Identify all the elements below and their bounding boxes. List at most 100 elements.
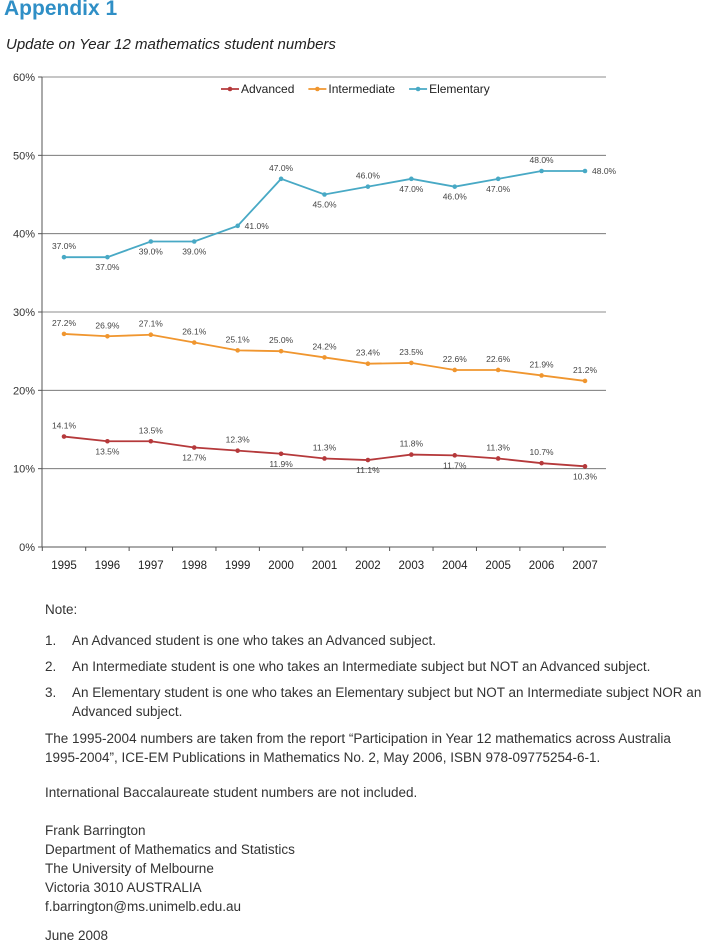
- data-label: 22.6%: [486, 354, 511, 364]
- data-label: 47.0%: [269, 163, 294, 173]
- data-point: [235, 348, 240, 353]
- x-tick-label: 2005: [485, 560, 511, 572]
- data-label: 48.0%: [592, 166, 617, 176]
- document-date: June 2008: [45, 928, 109, 943]
- data-point: [278, 348, 284, 354]
- data-point: [452, 367, 458, 373]
- x-tick-label: 1999: [225, 560, 251, 572]
- data-label: 45.0%: [312, 200, 337, 210]
- legend-marker: [227, 86, 233, 92]
- x-tick-label: 2001: [312, 560, 338, 572]
- data-label: 11.8%: [400, 439, 424, 449]
- legend-label: Advanced: [241, 82, 294, 96]
- data-label: 23.5%: [399, 347, 424, 357]
- data-label: 10.3%: [573, 471, 598, 481]
- data-label: 39.0%: [139, 247, 164, 257]
- signature-block: Frank Barrington Department of Mathemati…: [45, 821, 705, 945]
- line-chart: 0% 10% 20% 30% 40% 50% 60% 1995 1996 1997 1998 1999…: [13, 72, 617, 572]
- notes-list: 1. An Advanced student is one who takes a…: [45, 631, 705, 721]
- x-tick-label: 1995: [51, 560, 77, 572]
- data-label: 11.7%: [443, 460, 467, 470]
- data-point: [495, 367, 501, 373]
- x-tick-label: 2003: [399, 560, 425, 572]
- legend-marker: [415, 86, 421, 92]
- chart-subtitle: Update on Year 12 mathematics student nu…: [6, 36, 336, 53]
- data-point: [191, 239, 197, 244]
- legend-label: Elementary: [429, 82, 490, 96]
- data-label: 27.1%: [139, 319, 164, 329]
- data-point: [61, 254, 67, 260]
- author-name: Frank Barrington: [45, 823, 146, 838]
- legend-marker: [315, 86, 320, 92]
- data-point: [495, 456, 501, 461]
- y-tick-label: 60%: [13, 72, 35, 84]
- note-number: 2.: [45, 659, 57, 674]
- data-point: [539, 168, 544, 174]
- data-point: [148, 332, 154, 338]
- author-department: Department of Mathematics and Statistics: [45, 842, 295, 857]
- data-point: [495, 176, 501, 182]
- note-text: An Advanced student is one who takes an …: [72, 633, 436, 648]
- data-label: 11.9%: [269, 459, 293, 469]
- data-label: 26.9%: [95, 320, 120, 330]
- data-label: 10.7%: [530, 447, 555, 457]
- data-label: 12.7%: [182, 453, 207, 463]
- data-point: [582, 464, 588, 469]
- data-point: [105, 438, 110, 444]
- note-item: 1. An Advanced student is one who takes a…: [45, 631, 705, 650]
- note-item: 3. An Elementary student is one who takes…: [45, 683, 705, 721]
- x-tick-label: 2002: [355, 560, 381, 572]
- data-point: [409, 176, 414, 182]
- y-tick-label: 40%: [13, 229, 35, 241]
- data-label: 14.1%: [52, 421, 77, 431]
- data-label: 46.0%: [356, 171, 381, 181]
- data-label: 26.1%: [182, 327, 207, 337]
- data-point: [235, 223, 240, 229]
- x-tick-label: 1996: [95, 560, 121, 572]
- data-label: 48.0%: [530, 155, 555, 165]
- note-text: An Intermediate student is one who takes…: [72, 659, 651, 674]
- author-location: Victoria 3010 AUSTRALIA: [45, 880, 202, 895]
- data-label: 22.6%: [443, 354, 468, 364]
- data-point: [278, 451, 284, 457]
- x-tick-label: 2004: [442, 560, 468, 572]
- note-item: 2. An Intermediate student is one who tak…: [45, 657, 705, 676]
- data-point: [322, 192, 327, 197]
- x-tick-label: 2007: [572, 560, 598, 572]
- x-tick-label: 2000: [268, 560, 294, 572]
- x-tick-label: 1998: [181, 560, 207, 572]
- note-text: An Elementary student is one who takes a…: [72, 685, 702, 719]
- data-label: 37.0%: [95, 262, 120, 272]
- data-point: [582, 168, 588, 174]
- note-number: 1.: [45, 633, 57, 648]
- data-label: 11.3%: [486, 442, 510, 452]
- data-label: 41.0%: [245, 221, 270, 231]
- data-point: [365, 361, 371, 367]
- data-label: 46.0%: [443, 192, 468, 202]
- data-label: 47.0%: [486, 184, 511, 194]
- data-point: [148, 239, 154, 244]
- data-point: [148, 438, 154, 444]
- author-university: The University of Melbourne: [45, 861, 214, 876]
- y-tick-label: 50%: [13, 150, 35, 162]
- data-point: [61, 434, 67, 439]
- data-point: [322, 355, 327, 360]
- data-label: 24.2%: [312, 341, 337, 351]
- data-point: [452, 453, 458, 458]
- notes-section: Note: 1. An Advanced student is one who t…: [45, 600, 705, 945]
- source-note: The 1995-2004 numbers are taken from the…: [45, 731, 671, 765]
- data-point: [61, 331, 67, 337]
- data-point: [539, 373, 544, 378]
- data-point: [191, 445, 197, 450]
- y-tick-label: 0%: [19, 542, 35, 554]
- x-tick-label: 2006: [529, 560, 555, 572]
- data-label: 27.2%: [52, 318, 77, 328]
- data-point: [452, 184, 458, 189]
- data-label: 13.5%: [139, 425, 164, 435]
- author-email[interactable]: f.barrington@ms.unimelb.edu.au: [45, 899, 242, 914]
- data-label: 13.5%: [95, 446, 120, 456]
- data-label: 25.0%: [269, 335, 294, 345]
- data-point: [105, 333, 110, 339]
- y-tick-label: 20%: [13, 385, 35, 397]
- data-point: [322, 456, 327, 461]
